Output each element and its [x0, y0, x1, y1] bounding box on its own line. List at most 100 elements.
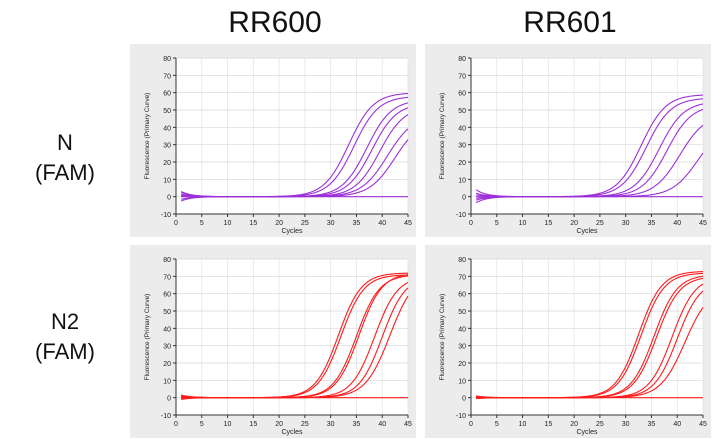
x-axis-label: Cycles — [281, 429, 303, 436]
chart-panel-n2-rr601: -10 0 10 20 30 40 50 60 70 80 0 5 10 15 20 25 30 35 40 45 Cy… — [425, 245, 711, 438]
x-tick-label: 10 — [519, 220, 527, 227]
y-tick-label: 80 — [458, 257, 466, 264]
y-tick-label: 20 — [458, 160, 466, 167]
column-title-rr601: RR601 — [523, 6, 617, 39]
y-axis-label: Fluorescence (Primary Curve) — [144, 294, 151, 381]
x-tick-label: 25 — [301, 220, 309, 227]
chart-panel-n-rr600: -10 0 10 20 30 40 50 60 70 80 0 5 10 15 20 25 30 35 40 45 Cy… — [130, 44, 416, 237]
y-tick-label: -10 — [161, 413, 171, 420]
x-tick-label: 15 — [544, 421, 552, 428]
row-label-n-line2: (FAM) — [35, 160, 95, 185]
y-tick-label: 10 — [163, 378, 171, 385]
y-tick-label: 60 — [163, 91, 171, 98]
x-tick-label: 40 — [378, 220, 386, 227]
y-tick-label: -10 — [456, 413, 466, 420]
row-label-n-line1: N — [57, 130, 73, 155]
y-tick-label: -10 — [161, 212, 171, 219]
x-tick-label: 45 — [404, 220, 412, 227]
y-tick-label: 0 — [167, 396, 171, 403]
x-tick-label: 20 — [275, 220, 283, 227]
y-tick-label: 80 — [163, 257, 171, 264]
y-tick-label: 70 — [458, 274, 466, 281]
y-tick-label: 20 — [163, 361, 171, 368]
y-tick-label: 0 — [167, 195, 171, 202]
chart-panel-n2-rr600: -10 0 10 20 30 40 50 60 70 80 0 5 10 15 20 25 30 35 40 45 Cy… — [130, 245, 416, 438]
y-tick-label: 30 — [163, 143, 171, 150]
y-tick-label: 10 — [458, 378, 466, 385]
x-tick-label: 25 — [301, 421, 309, 428]
row-label-n2-line1: N2 — [50, 309, 80, 334]
y-tick-label: 30 — [458, 344, 466, 351]
x-tick-label: 35 — [353, 421, 361, 428]
y-axis-label: Fluorescence (Primary Curve) — [439, 294, 446, 381]
y-tick-label: 30 — [163, 344, 171, 351]
y-tick-label: 50 — [458, 309, 466, 316]
x-tick-label: 30 — [622, 220, 630, 227]
y-tick-label: 0 — [462, 396, 466, 403]
x-tick-label: 15 — [249, 220, 257, 227]
y-tick-label: 70 — [163, 73, 171, 80]
x-tick-label: 10 — [224, 421, 232, 428]
row-label-n: N (FAM) — [10, 128, 120, 188]
y-tick-label: 60 — [458, 91, 466, 98]
y-tick-label: 0 — [462, 195, 466, 202]
row-label-n2: N2 (FAM) — [10, 307, 120, 367]
x-tick-label: 0 — [469, 421, 473, 428]
x-tick-label: 0 — [174, 220, 178, 227]
x-tick-label: 45 — [699, 421, 707, 428]
x-tick-label: 15 — [544, 220, 552, 227]
x-tick-label: 15 — [249, 421, 257, 428]
y-tick-label: 80 — [163, 56, 171, 63]
y-tick-label: 50 — [163, 108, 171, 115]
x-tick-label: 35 — [648, 220, 656, 227]
x-tick-label: 5 — [200, 421, 204, 428]
x-tick-label: 30 — [327, 220, 335, 227]
column-title-rr600: RR600 — [228, 6, 322, 39]
plot-area — [176, 259, 408, 415]
x-tick-label: 35 — [353, 220, 361, 227]
x-tick-label: 30 — [327, 421, 335, 428]
x-tick-label: 40 — [378, 421, 386, 428]
y-tick-label: 30 — [458, 143, 466, 150]
y-tick-label: -10 — [456, 212, 466, 219]
x-tick-label: 0 — [174, 421, 178, 428]
y-tick-label: 70 — [163, 274, 171, 281]
y-tick-label: 80 — [458, 56, 466, 63]
x-tick-label: 20 — [570, 220, 578, 227]
x-tick-label: 35 — [648, 421, 656, 428]
y-tick-label: 40 — [163, 326, 171, 333]
y-tick-label: 10 — [458, 177, 466, 184]
y-axis-label: Fluorescence (Primary Curve) — [144, 93, 151, 180]
chart-panel-n-rr601: -10 0 10 20 30 40 50 60 70 80 0 5 10 15 20 25 30 35 40 45 Cy… — [425, 44, 711, 237]
x-tick-label: 5 — [495, 220, 499, 227]
y-tick-label: 40 — [458, 326, 466, 333]
x-tick-label: 5 — [200, 220, 204, 227]
plot-area — [471, 259, 703, 415]
x-tick-label: 20 — [275, 421, 283, 428]
x-tick-label: 45 — [404, 421, 412, 428]
x-tick-label: 25 — [596, 421, 604, 428]
y-tick-label: 60 — [458, 292, 466, 299]
y-tick-label: 40 — [458, 125, 466, 132]
y-tick-label: 20 — [163, 160, 171, 167]
x-tick-label: 10 — [519, 421, 527, 428]
row-label-n2-line2: (FAM) — [35, 339, 95, 364]
y-axis-label: Fluorescence (Primary Curve) — [439, 93, 446, 180]
x-axis-label: Cycles — [576, 228, 598, 235]
x-axis-label: Cycles — [576, 429, 598, 436]
y-tick-label: 60 — [163, 292, 171, 299]
x-tick-label: 5 — [495, 421, 499, 428]
y-tick-label: 40 — [163, 125, 171, 132]
y-tick-label: 50 — [163, 309, 171, 316]
x-tick-label: 10 — [224, 220, 232, 227]
x-tick-label: 0 — [469, 220, 473, 227]
y-tick-label: 70 — [458, 73, 466, 80]
plot-area — [471, 58, 703, 214]
x-axis-label: Cycles — [281, 228, 303, 235]
y-tick-label: 50 — [458, 108, 466, 115]
x-tick-label: 25 — [596, 220, 604, 227]
